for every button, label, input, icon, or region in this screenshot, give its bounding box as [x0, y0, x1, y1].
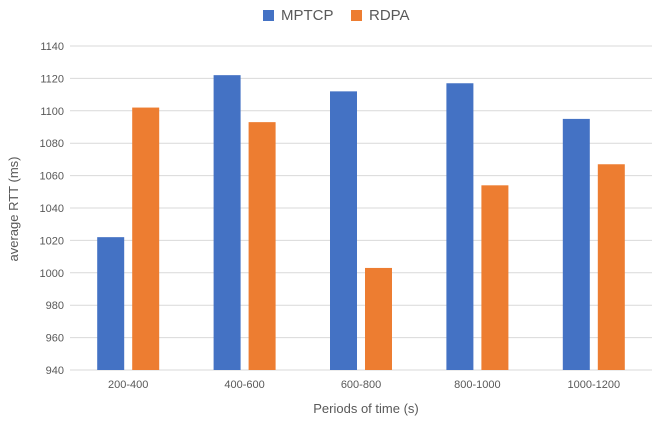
- bar-rdpa-800-1000: [481, 185, 508, 370]
- y-tick-label-1020: 1020: [40, 235, 64, 247]
- y-tick-label-960: 960: [46, 333, 64, 345]
- x-tick-label-1000-1200: 1000-1200: [567, 379, 620, 391]
- bar-rdpa-600-800: [365, 268, 392, 370]
- legend: MPTCP RDPA: [263, 7, 410, 24]
- legend-swatch-rdpa: [351, 10, 362, 21]
- y-tick-label-940: 940: [46, 365, 64, 377]
- x-tick-label-200-400: 200-400: [108, 379, 148, 391]
- x-axis-tick-labels: 200-400 400-600 600-800 800-1000 1000-1200: [108, 379, 620, 391]
- bar-rdpa-1000-1200: [598, 164, 625, 370]
- bar-mptcp-400-600: [214, 75, 241, 370]
- y-tick-label-1080: 1080: [40, 138, 64, 150]
- legend-swatch-mptcp: [263, 10, 274, 21]
- x-tick-label-800-1000: 800-1000: [454, 379, 501, 391]
- bar-mptcp-1000-1200: [563, 119, 590, 370]
- y-tick-label-1100: 1100: [40, 106, 64, 118]
- bar-rdpa-400-600: [249, 122, 276, 370]
- bar-rdpa-200-400: [132, 108, 159, 370]
- bar-mptcp-800-1000: [446, 83, 473, 370]
- legend-label-mptcp: MPTCP: [281, 7, 334, 24]
- y-tick-label-1140: 1140: [40, 41, 64, 53]
- y-axis-label: average RTT (ms): [6, 157, 21, 262]
- x-axis-label: Periods of time (s): [313, 401, 418, 416]
- y-tick-label-980: 980: [46, 300, 64, 312]
- bar-mptcp-200-400: [97, 237, 124, 370]
- y-tick-label-1060: 1060: [40, 171, 64, 183]
- x-tick-label-400-600: 400-600: [224, 379, 264, 391]
- x-tick-label-600-800: 600-800: [341, 379, 381, 391]
- y-tick-label-1120: 1120: [40, 73, 64, 85]
- bar-mptcp-600-800: [330, 91, 357, 370]
- y-tick-label-1040: 1040: [40, 203, 64, 215]
- legend-label-rdpa: RDPA: [369, 7, 410, 24]
- y-axis-tick-labels: 940 960 980 1000 1020 1040 1060 1080 1100 1120 114…: [40, 41, 64, 377]
- bars: [97, 75, 625, 370]
- y-tick-label-1000: 1000: [40, 268, 64, 280]
